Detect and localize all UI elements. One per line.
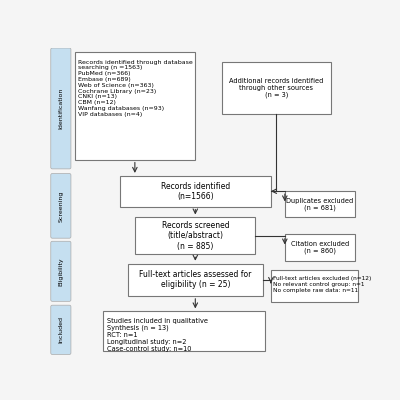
Bar bbox=[103, 311, 266, 351]
Bar bbox=[75, 52, 195, 160]
Text: Studies included in qualitative
Synthesis (n = 13)
RCT: n=1
Longitudinal study: : Studies included in qualitative Synthesi… bbox=[106, 318, 208, 352]
FancyBboxPatch shape bbox=[51, 305, 71, 354]
Text: Full-text articles excluded (n=12)
No relevant control group: n=1
No complete ra: Full-text articles excluded (n=12) No re… bbox=[273, 276, 372, 292]
Bar bbox=[128, 264, 263, 296]
Text: Identification: Identification bbox=[58, 88, 63, 129]
Bar bbox=[120, 176, 271, 207]
Text: Full-text articles assessed for
eligibility (n = 25): Full-text articles assessed for eligibil… bbox=[139, 270, 252, 290]
Bar bbox=[285, 191, 354, 218]
Text: Records identified
(n=1566): Records identified (n=1566) bbox=[161, 182, 230, 201]
FancyBboxPatch shape bbox=[51, 174, 71, 238]
Text: Records identified through database
searching (n =1563)
PubMed (n=366)
Embase (n: Records identified through database sear… bbox=[78, 60, 193, 117]
Bar bbox=[271, 270, 358, 302]
Bar bbox=[222, 62, 330, 114]
Text: Included: Included bbox=[58, 316, 63, 343]
Text: Screening: Screening bbox=[58, 190, 63, 222]
Text: Records screened
(title/abstract)
(n = 885): Records screened (title/abstract) (n = 8… bbox=[162, 221, 229, 251]
Text: Duplicates excluded
(n = 681): Duplicates excluded (n = 681) bbox=[286, 198, 353, 211]
FancyBboxPatch shape bbox=[51, 241, 71, 301]
Bar bbox=[135, 218, 255, 254]
FancyBboxPatch shape bbox=[51, 48, 71, 169]
Bar bbox=[285, 234, 354, 260]
Text: Citation excluded
(n = 860): Citation excluded (n = 860) bbox=[290, 241, 349, 254]
Text: Additional records identified
through other sources
(n = 3): Additional records identified through ot… bbox=[229, 78, 324, 98]
Text: Eligibility: Eligibility bbox=[58, 257, 63, 286]
